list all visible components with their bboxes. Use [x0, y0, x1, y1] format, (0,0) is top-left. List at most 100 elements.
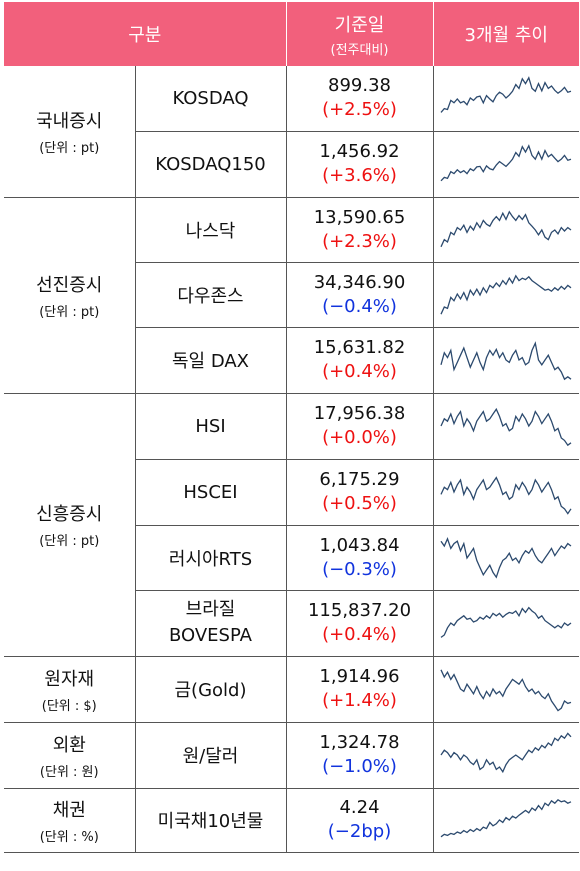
trend-line — [440, 407, 572, 447]
table-row: 외환 (단위 : 원) 원/달러 1,324.78 (−1.0%) — [4, 722, 579, 789]
index-name: 독일 DAX — [135, 327, 287, 394]
header-category-label: 구분 — [128, 25, 162, 46]
trend-cell — [433, 590, 579, 657]
index-name-label: 미국채10년물 — [157, 811, 264, 832]
value-cell: 15,631.82 (+0.4%) — [286, 327, 434, 394]
index-name-label: 독일 DAX — [171, 351, 250, 372]
table-row: KOSDAQ150 1,456.92 (+3.6%) — [4, 131, 579, 198]
index-name: KOSDAQ150 — [135, 131, 287, 198]
trend-line — [440, 606, 572, 638]
trend-line — [440, 476, 572, 515]
index-name-label: 다우존스 — [177, 285, 244, 307]
market-table: 구분 기준일 (전주대비) 3개월 추이 국내증시 (단위 : pt) KOSDAQ… — [4, 2, 579, 853]
trend-sparkline — [440, 209, 572, 247]
index-name-label: KOSDAQ150 — [155, 153, 266, 175]
category-cell: 외환 (단위 : 원) — [4, 722, 136, 789]
trend-sparkline — [440, 273, 572, 314]
category-unit: (단위 : %) — [39, 829, 99, 845]
table-row: 국내증시 (단위 : pt) KOSDAQ 899.38 (+2.5%) — [4, 66, 579, 198]
value-cell: 17,956.38 (+0.0%) — [286, 393, 434, 460]
index-name-label: 원/달러 — [182, 746, 239, 767]
table-row: 독일 DAX 15,631.82 (+0.4%) — [4, 327, 579, 394]
index-name: 미국채10년물 — [135, 788, 287, 853]
base-value: 15,631.82 — [313, 337, 406, 358]
trend-line — [440, 144, 572, 182]
index-name: 브라질 BOVESPA — [135, 590, 287, 657]
trend-line — [440, 732, 572, 774]
base-value: 13,590.65 — [313, 206, 406, 228]
index-name: HSI — [135, 393, 287, 460]
trend-cell — [433, 656, 579, 723]
category-cell: 채권 (단위 : %) — [4, 788, 136, 853]
value-cell: 1,914.96 (+1.4%) — [286, 656, 434, 723]
table-row: 선진증시 (단위 : pt) 나스닥 13,590.65 (+2.3%) — [4, 197, 579, 394]
weekly-change: (−2bp) — [327, 821, 392, 842]
trend-cell — [433, 262, 579, 328]
trend-cell — [433, 459, 579, 526]
index-name-label: 나스닥 — [185, 220, 236, 242]
base-value: 4.24 — [339, 797, 380, 818]
weekly-change: (+3.6%) — [322, 165, 397, 186]
value-cell: 1,456.92 (+3.6%) — [286, 131, 434, 198]
trend-line — [440, 669, 572, 712]
category-unit: (단위 : pt) — [39, 304, 100, 320]
table-row: 원자재 (단위 : $) 금(Gold) 1,914.96 (+1.4%) — [4, 656, 579, 723]
base-value: 115,837.20 — [307, 600, 412, 621]
table-row: 러시아RTS 1,043.84 (−0.3%) — [4, 525, 579, 591]
base-value: 899.38 — [328, 75, 391, 97]
value-cell: 34,346.90 (−0.4%) — [286, 262, 434, 328]
category-title: 채권 — [52, 799, 86, 821]
weekly-change: (+0.5%) — [322, 493, 397, 514]
table-header-row: 구분 기준일 (전주대비) 3개월 추이 — [4, 2, 579, 66]
weekly-change: (−0.3%) — [322, 558, 397, 580]
trend-line — [440, 273, 572, 314]
trend-line — [440, 76, 572, 114]
header-category: 구분 — [4, 2, 287, 66]
header-trend: 3개월 추이 — [433, 2, 579, 66]
header-base-label: 기준일 — [334, 14, 385, 36]
category-cell: 원자재 (단위 : $) — [4, 656, 136, 723]
trend-cell — [433, 722, 579, 789]
value-cell: 1,324.78 (−1.0%) — [286, 722, 434, 789]
trend-cell — [433, 393, 579, 460]
category-unit: (단위 : $) — [41, 698, 97, 714]
index-name: 다우존스 — [135, 262, 287, 328]
trend-sparkline — [440, 144, 572, 182]
category-title: 원자재 — [44, 668, 95, 690]
trend-line — [440, 798, 572, 838]
trend-sparkline — [440, 732, 572, 774]
weekly-change: (+1.4%) — [322, 690, 397, 711]
value-cell: 4.24 (−2bp) — [286, 788, 434, 853]
trend-sparkline — [440, 407, 572, 447]
header-trend-label: 3개월 추이 — [464, 25, 548, 46]
header-base: 기준일 (전주대비) — [286, 2, 434, 66]
category-cell: 국내증시 (단위 : pt) — [4, 66, 136, 198]
category-title: 선진증시 — [36, 274, 103, 296]
value-cell: 899.38 (+2.5%) — [286, 66, 434, 132]
trend-line — [440, 209, 572, 247]
trend-sparkline — [440, 606, 572, 638]
weekly-change: (+2.5%) — [322, 99, 397, 121]
value-cell: 1,043.84 (−0.3%) — [286, 525, 434, 591]
category-title: 국내증시 — [36, 110, 103, 132]
index-name: 나스닥 — [135, 197, 287, 263]
index-name: HSCEI — [135, 459, 287, 526]
base-value: 34,346.90 — [313, 271, 406, 293]
table-row: 브라질 BOVESPA 115,837.20 (+0.4%) — [4, 590, 579, 657]
base-value: 1,914.96 — [319, 666, 400, 687]
trend-sparkline — [440, 476, 572, 515]
category-cell: 선진증시 (단위 : pt) — [4, 197, 136, 394]
category-unit: (단위 : pt) — [39, 534, 100, 549]
weekly-change: (+2.3%) — [322, 230, 397, 252]
value-cell: 13,590.65 (+2.3%) — [286, 197, 434, 263]
base-value: 1,043.84 — [319, 534, 400, 556]
index-name: 금(Gold) — [135, 656, 287, 723]
index-name-label: 브라질 BOVESPA — [168, 599, 252, 646]
trend-cell — [433, 525, 579, 591]
trend-line — [440, 536, 572, 579]
value-cell: 115,837.20 (+0.4%) — [286, 590, 434, 657]
category-title: 신흥증시 — [36, 504, 103, 525]
header-base-sub-label: (전주대비) — [330, 42, 389, 58]
base-value: 1,456.92 — [319, 141, 400, 162]
category-title: 외환 — [52, 734, 86, 756]
